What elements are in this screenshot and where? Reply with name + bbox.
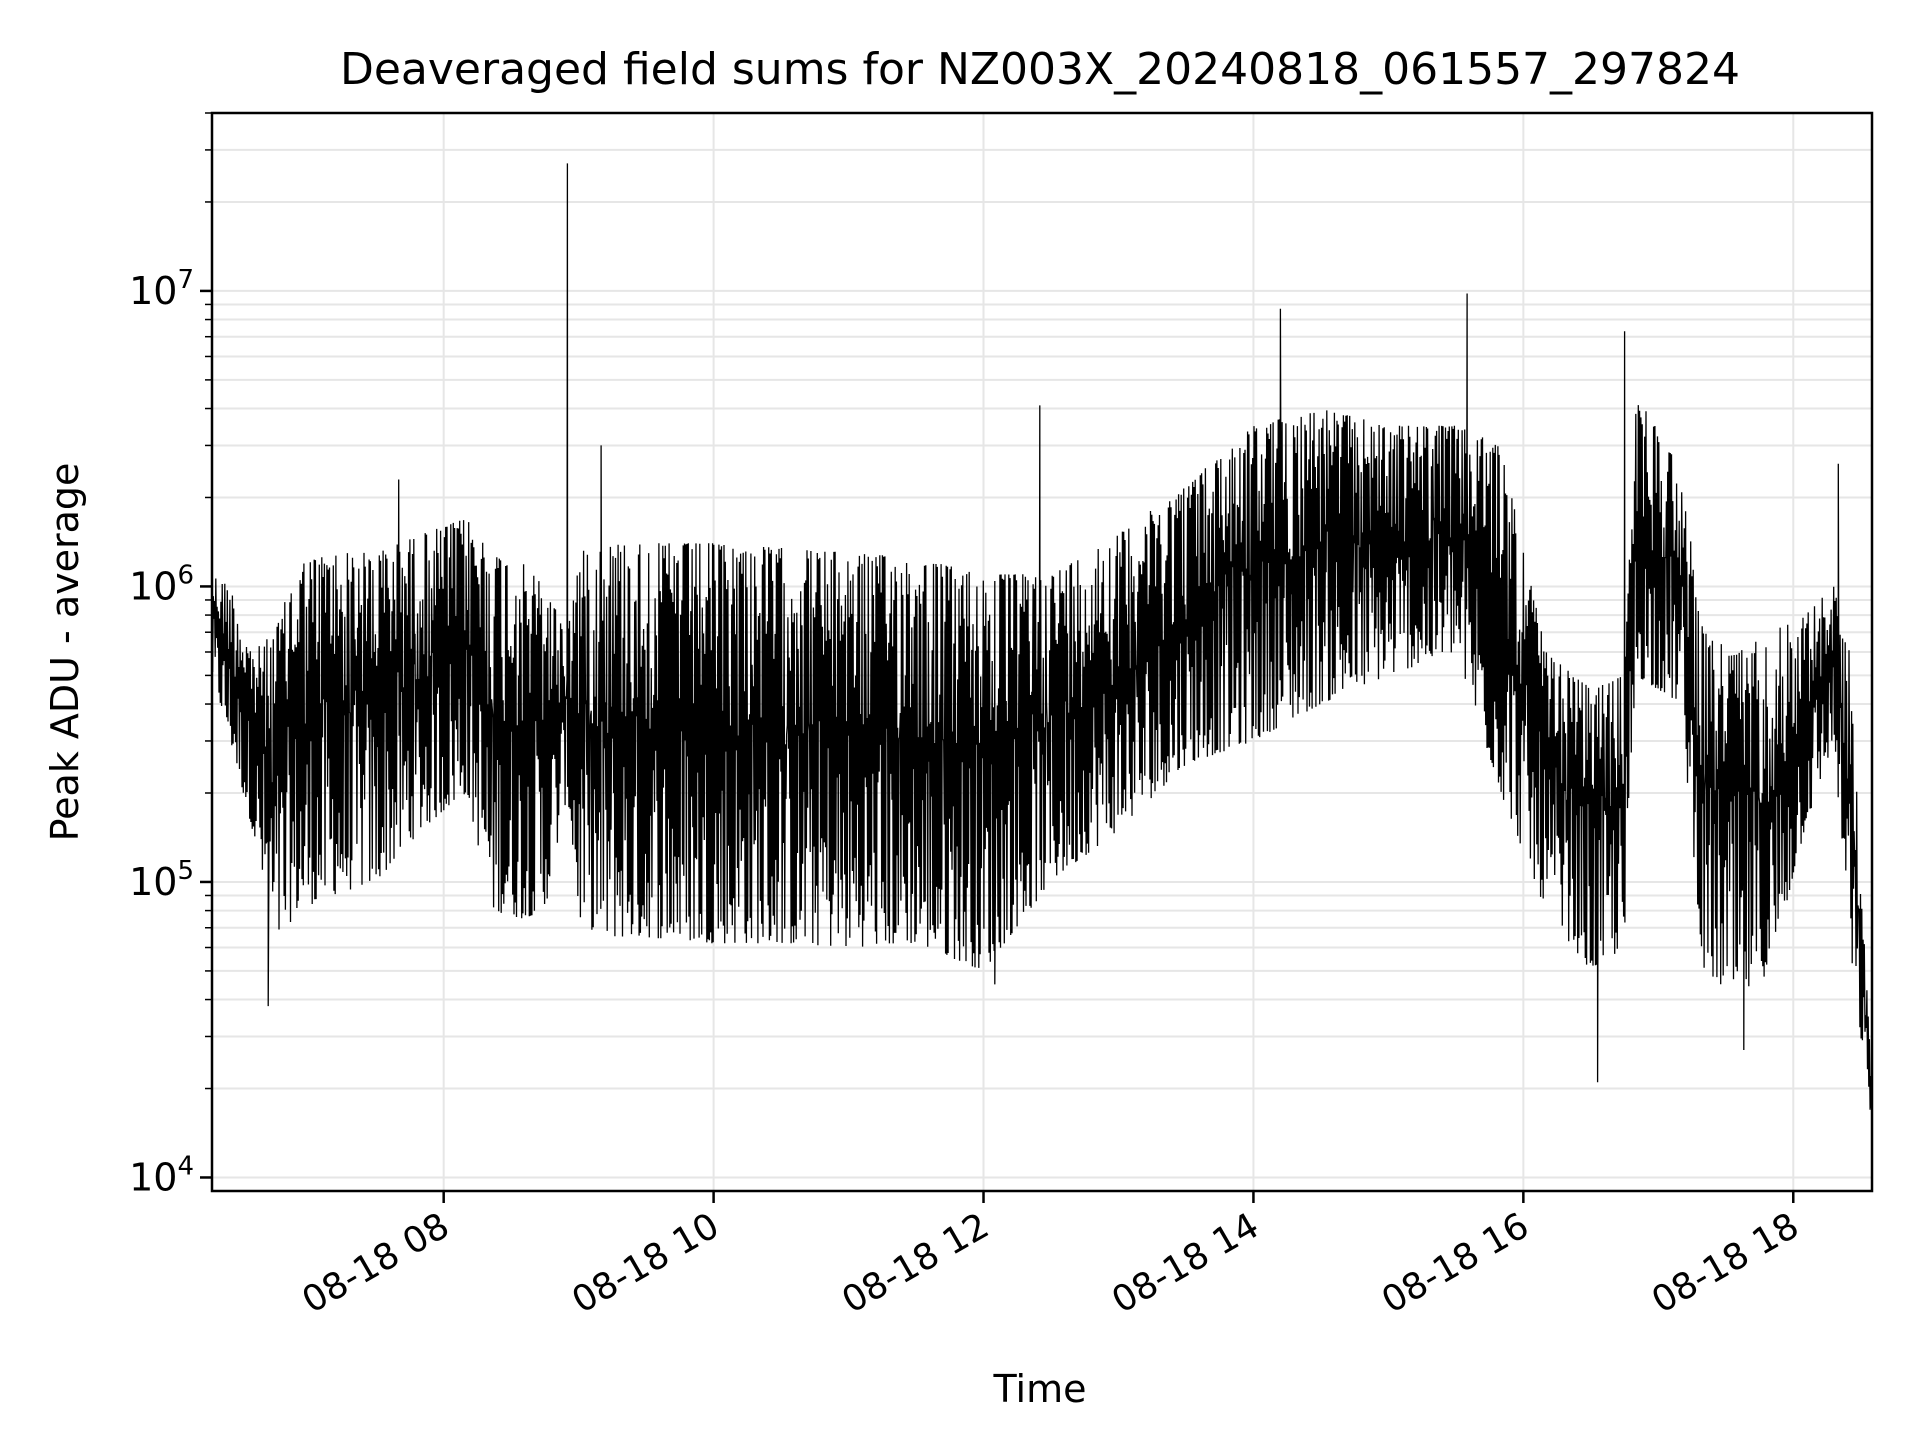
y-tick-label: 104: [129, 1151, 194, 1199]
y-tick-label: 107: [129, 265, 194, 313]
series-line: [211, 163, 1873, 1110]
y-tick-label: 106: [129, 560, 194, 608]
y-axis: 104 105 106 107: [129, 112, 212, 1199]
data-line: [211, 163, 1873, 1110]
y-tick-label: 105: [129, 856, 194, 904]
y-axis-label: Peak ADU - average: [43, 463, 87, 842]
x-axis-label: Time: [993, 1367, 1087, 1411]
chart-title: Deaveraged field sums for NZ003X_2024081…: [340, 44, 1740, 95]
